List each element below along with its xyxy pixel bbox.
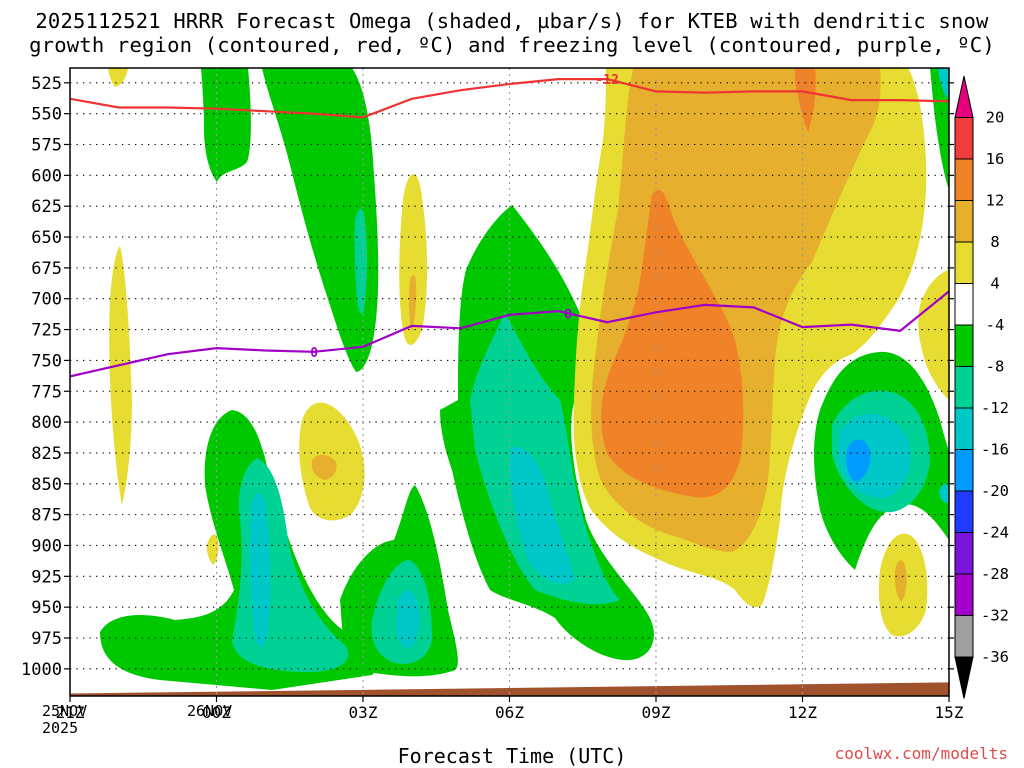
y-tick-label: 600: [31, 166, 62, 186]
omega-fill-gold: [408, 275, 417, 332]
omega-fill-teal: [354, 208, 367, 314]
chart-title-line-2: growth region (contoured, red, ºC) and f…: [29, 33, 995, 57]
y-tick-label: 625: [31, 197, 62, 217]
x-tick-label: 03Z: [349, 703, 378, 722]
x-tick-label: 12Z: [788, 703, 817, 722]
y-tick-label: 825: [31, 444, 62, 464]
contour-label: 0: [564, 307, 572, 322]
y-axis: 525 550 575 600 625 650 675 700 725 750 775 800 825 8…: [21, 74, 954, 680]
next-day: 26NOV: [187, 702, 233, 720]
colorbar: 20 16 12 8 4 -4 -8 -12 -16 -20 -24 -28 -32 -36: [954, 75, 1009, 699]
colorbar-label: -8: [986, 358, 1005, 376]
colorbar-label: -28: [981, 565, 1009, 583]
omega-fill-green: [930, 68, 949, 190]
y-tick-label: 650: [31, 228, 62, 248]
x-tick-label: 06Z: [495, 703, 524, 722]
freezing-level-contour: [70, 290, 949, 378]
omega-fill-yellow: [108, 68, 128, 87]
omega-fill-green: [201, 68, 251, 182]
colorbar-bin: [954, 117, 974, 160]
colorbar-label: -4: [986, 316, 1005, 334]
x-axis: 21Z 00Z 03Z 06Z 09Z 12Z 15Z: [56, 696, 964, 722]
y-tick-label: 950: [31, 598, 62, 618]
colorbar-bin: [954, 324, 974, 367]
x-tick-label: 09Z: [642, 703, 671, 722]
y-tick-label: 875: [31, 506, 62, 526]
contour-label: -12: [595, 73, 618, 88]
colorbar-bin: [954, 615, 974, 658]
ground-surface: [70, 682, 949, 696]
dendritic-growth-contour: [70, 78, 949, 119]
colorbar-bin: [954, 158, 974, 201]
colorbar-label: 4: [990, 275, 999, 293]
colorbar-label: -16: [981, 441, 1009, 459]
y-tick-label: 700: [31, 290, 62, 310]
y-tick-label: 900: [31, 536, 62, 556]
colorbar-bin: [954, 573, 974, 616]
chart-title-line-1: 2025112521 HRRR Forecast Omega (shaded, …: [35, 9, 989, 33]
contour-label: 0: [310, 346, 318, 361]
omega-fill-cyan: [396, 590, 420, 649]
colorbar-bin: [954, 241, 974, 284]
colorbar-label: 20: [986, 109, 1005, 127]
y-tick-label: 1000: [21, 660, 62, 680]
y-tick-label: 925: [31, 567, 62, 587]
colorbar-label: -12: [981, 399, 1009, 417]
y-tick-label: 575: [31, 135, 62, 155]
x-axis-title: Forecast Time (UTC): [397, 744, 627, 768]
omega-fill-cyan: [509, 446, 575, 584]
omega-fill-gold: [311, 454, 337, 480]
start-day: 25NOV: [42, 702, 88, 720]
omega-fill-gold: [894, 560, 907, 602]
colorbar-label: -24: [981, 524, 1009, 542]
colorbar-bin: [954, 407, 974, 450]
colorbar-label: -20: [981, 482, 1009, 500]
y-tick-label: 975: [31, 629, 62, 649]
colorbar-label: 12: [986, 192, 1005, 210]
y-tick-label: 800: [31, 413, 62, 433]
start-year: 2025: [42, 719, 79, 737]
colorbar-bottom-arrow: [954, 656, 974, 699]
y-tick-label: 750: [31, 351, 62, 371]
y-tick-label: 850: [31, 475, 62, 495]
omega-fill-cyan: [938, 68, 949, 100]
colorbar-bin: [954, 490, 974, 533]
y-tick-label: 775: [31, 382, 62, 402]
colorbar-label: 16: [986, 150, 1005, 168]
y-tick-label: 725: [31, 321, 62, 341]
credit-link[interactable]: coolwx.com/modelts: [834, 744, 1008, 763]
omega-fill-cyan: [939, 483, 949, 503]
y-tick-label: 675: [31, 259, 62, 279]
y-tick-label: 525: [31, 74, 62, 94]
omega-fill-orange: [601, 190, 744, 498]
x-tick-label: 15Z: [935, 703, 964, 722]
colorbar-top-arrow: [954, 75, 974, 118]
omega-fill-yellow: [918, 270, 949, 400]
omega-fill-orange: [795, 68, 816, 132]
omega-fill-yellow: [399, 174, 428, 345]
y-tick-label: 550: [31, 105, 62, 125]
x-tick-label: 00Z: [202, 703, 231, 722]
omega-fill-cyan: [249, 493, 271, 647]
omega-fill-yellow: [206, 534, 219, 565]
colorbar-bin: [954, 366, 974, 409]
colorbar-label: -32: [981, 607, 1009, 625]
start-date-label: 25NOV 2025: [42, 703, 87, 737]
colorbar-bin: [954, 532, 974, 575]
colorbar-bin: [954, 283, 974, 326]
colorbar-label: -36: [981, 648, 1009, 666]
omega-fill-blue: [846, 439, 871, 482]
colorbar-label: 8: [990, 233, 999, 251]
colorbar-bin: [954, 200, 974, 243]
omega-fill-yellow: [109, 246, 132, 505]
time-gridlines: [215, 68, 804, 696]
colorbar-bin: [954, 449, 974, 492]
next-date-label: 26NOV: [187, 703, 232, 720]
omega-field: -12 0 0: [70, 68, 949, 696]
omega-fill-teal: [470, 312, 620, 605]
x-tick-label: 21Z: [56, 703, 85, 722]
